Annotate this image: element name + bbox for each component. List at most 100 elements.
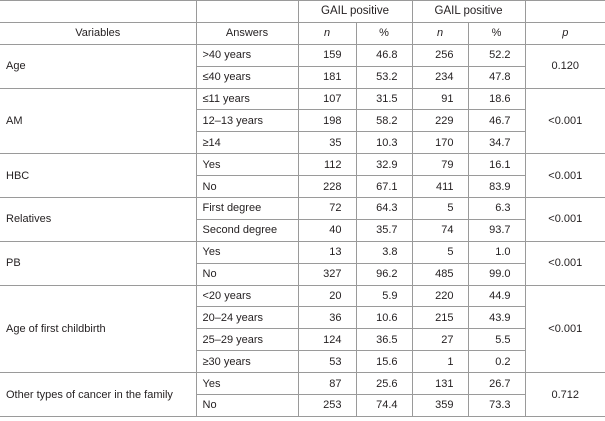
pct2-cell: 44.9 <box>467 284 526 308</box>
pct1-cell: 64.3 <box>355 197 413 220</box>
pct1-cell: 96.2 <box>355 262 413 286</box>
header-variables: Variables <box>0 21 197 45</box>
pct2-cell: 16.1 <box>467 153 526 177</box>
n2-cell: 215 <box>411 306 469 330</box>
pct1-cell: 3.8 <box>355 240 413 264</box>
table-row: ≤40 years 181 53.2 234 47.8 <box>0 65 605 89</box>
n1-cell: 20 <box>297 284 357 308</box>
variable-cell: Age <box>0 43 197 89</box>
header-empty-answers <box>195 0 299 23</box>
n2-cell: 256 <box>411 43 469 67</box>
variable-cell: HBC <box>0 153 197 199</box>
pct1-cell: 46.8 <box>355 43 413 67</box>
answer-cell: No <box>195 262 299 286</box>
header-pct-2: % <box>467 21 526 45</box>
table-row: PB Yes 13 3.8 5 1.0 <0.001 <box>0 240 605 286</box>
n1-cell: 87 <box>297 372 357 396</box>
answer-cell: ≥30 years <box>195 350 299 374</box>
answer-cell: 12–13 years <box>195 109 299 133</box>
pct2-cell: 6.3 <box>467 197 526 220</box>
header-pct-1: % <box>355 21 413 45</box>
p-value-cell: <0.001 <box>524 284 605 374</box>
pct1-cell: 58.2 <box>355 109 413 133</box>
pct2-cell: 26.7 <box>467 372 526 396</box>
n2-cell: 5 <box>411 197 469 220</box>
pct1-cell: 67.1 <box>355 175 413 199</box>
header-row-1: GAIL positive GAIL positive <box>0 0 605 23</box>
n2-cell: 170 <box>411 131 469 155</box>
table-row: No 228 67.1 411 83.9 <box>0 175 605 199</box>
answer-cell: ≥14 <box>195 131 299 155</box>
n2-cell: 91 <box>411 87 469 111</box>
answer-cell: ≤40 years <box>195 65 299 89</box>
n2-cell: 131 <box>411 372 469 396</box>
pct2-cell: 1.0 <box>467 240 526 264</box>
answer-cell: Yes <box>195 372 299 396</box>
n2-cell: 79 <box>411 153 469 177</box>
n2-cell: 359 <box>411 394 469 417</box>
pct1-cell: 53.2 <box>355 65 413 89</box>
variable-cell: PB <box>0 240 197 286</box>
answer-cell: ≤11 years <box>195 87 299 111</box>
pct1-cell: 5.9 <box>355 284 413 308</box>
header-row-2: Variables Answers n % n % p <box>0 21 605 45</box>
table-row: No 327 96.2 485 99.0 <box>0 262 605 286</box>
answer-cell: Yes <box>195 153 299 177</box>
pct1-cell: 36.5 <box>355 328 413 352</box>
n2-cell: 234 <box>411 65 469 89</box>
pct1-cell: 31.5 <box>355 87 413 111</box>
table-row: Second degree 40 35.7 74 93.7 <box>0 218 605 242</box>
n1-cell: 13 <box>297 240 357 264</box>
header-answers: Answers <box>195 21 299 45</box>
header-empty-variables <box>0 0 197 23</box>
table-row: 25–29 years 124 36.5 27 5.5 <box>0 328 605 352</box>
n2-cell: 220 <box>411 284 469 308</box>
pct2-cell: 83.9 <box>467 175 526 199</box>
pct2-cell: 5.5 <box>467 328 526 352</box>
answer-cell: No <box>195 394 299 417</box>
n1-cell: 107 <box>297 87 357 111</box>
n2-cell: 229 <box>411 109 469 133</box>
pct1-cell: 35.7 <box>355 218 413 242</box>
header-p: p <box>524 21 605 45</box>
answer-cell: >40 years <box>195 43 299 67</box>
n1-cell: 181 <box>297 65 357 89</box>
table-row: Other types of cancer in the family Yes 87… <box>0 372 605 417</box>
pct1-cell: 10.6 <box>355 306 413 330</box>
n1-cell: 40 <box>297 218 357 242</box>
n2-cell: 485 <box>411 262 469 286</box>
pct2-cell: 34.7 <box>467 131 526 155</box>
n2-cell: 5 <box>411 240 469 264</box>
pct1-cell: 32.9 <box>355 153 413 177</box>
n1-cell: 327 <box>297 262 357 286</box>
pct2-cell: 0.2 <box>467 350 526 374</box>
n1-cell: 198 <box>297 109 357 133</box>
pct2-cell: 93.7 <box>467 218 526 242</box>
n1-cell: 35 <box>297 131 357 155</box>
header-group-1: GAIL positive <box>297 0 413 23</box>
table-row: No 253 74.4 359 73.3 <box>0 394 605 417</box>
pct2-cell: 46.7 <box>467 109 526 133</box>
p-value-cell: 0.712 <box>524 372 605 417</box>
variable-cell: Age of first childbirth <box>0 284 197 374</box>
pct1-cell: 10.3 <box>355 131 413 155</box>
answer-cell: Second degree <box>195 218 299 242</box>
p-value-cell: <0.001 <box>524 87 605 155</box>
p-value-cell: <0.001 <box>524 240 605 286</box>
table-row: HBC Yes 112 32.9 79 16.1 <0.001 <box>0 153 605 199</box>
answer-cell: No <box>195 175 299 199</box>
pct2-cell: 99.0 <box>467 262 526 286</box>
n2-cell: 74 <box>411 218 469 242</box>
n1-cell: 112 <box>297 153 357 177</box>
n1-cell: 159 <box>297 43 357 67</box>
n1-cell: 53 <box>297 350 357 374</box>
table-row: ≥14 35 10.3 170 34.7 <box>0 131 605 155</box>
pct1-cell: 15.6 <box>355 350 413 374</box>
header-empty-p <box>524 0 605 23</box>
table-row: Age of first childbirth <20 years 20 5.9 220… <box>0 284 605 374</box>
n1-cell: 228 <box>297 175 357 199</box>
pct2-cell: 52.2 <box>467 43 526 67</box>
answer-cell: 20–24 years <box>195 306 299 330</box>
